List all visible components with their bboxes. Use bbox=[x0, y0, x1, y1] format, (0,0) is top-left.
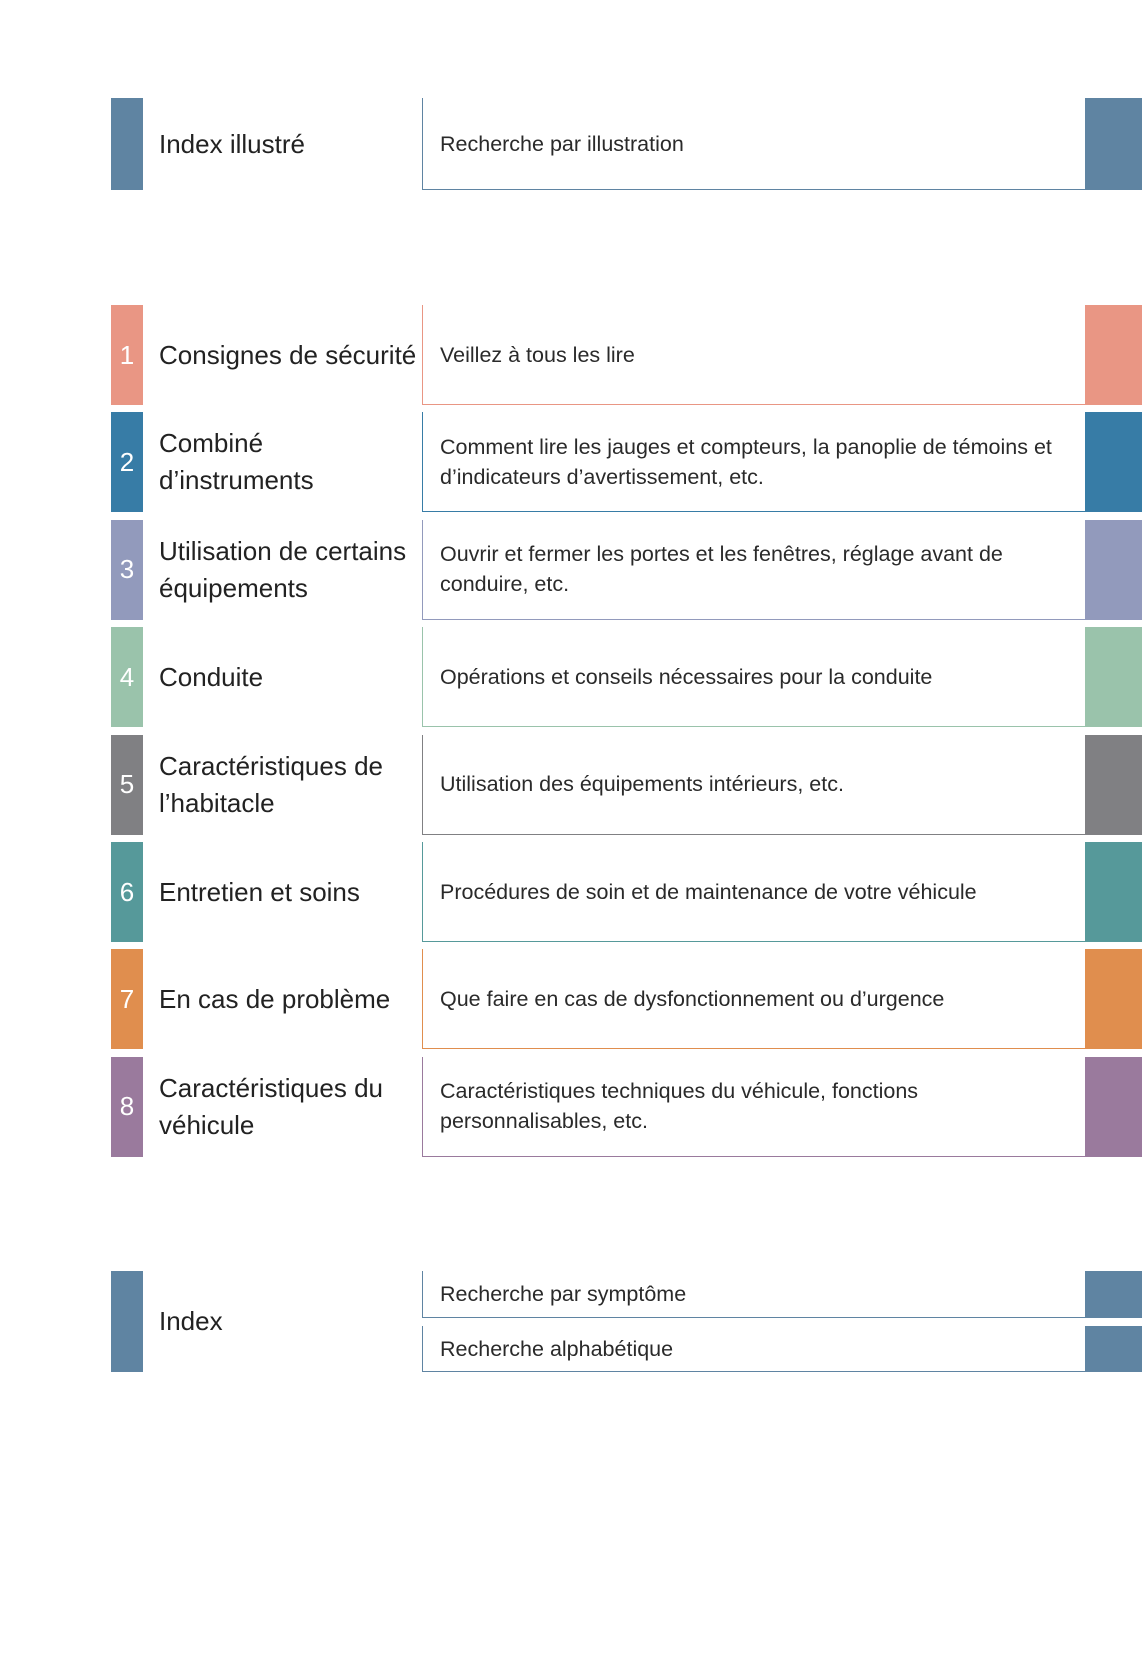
chapter-number: 3 bbox=[111, 519, 143, 620]
chapter-description[interactable]: Veillez à tous les lire bbox=[422, 305, 1085, 405]
chapter-row[interactable]: 8 Caractéristiques du véhicule Caractérist… bbox=[0, 1056, 1142, 1157]
section-title: Index bbox=[159, 1306, 223, 1336]
section-description[interactable]: Recherche par illustration bbox=[422, 98, 1085, 190]
chapter-title: Entretien et soins bbox=[159, 876, 360, 907]
thumb-tab[interactable] bbox=[1085, 734, 1142, 835]
chapter-number: 1 bbox=[111, 305, 143, 405]
index-link-symptom[interactable]: Recherche par symptôme bbox=[422, 1271, 1085, 1318]
chapter-number: 6 bbox=[111, 842, 143, 942]
chapter-number: 8 bbox=[111, 1056, 143, 1157]
chapter-description[interactable]: Caractéristiques techniques du véhicule,… bbox=[422, 1056, 1085, 1157]
chapter-number: 5 bbox=[111, 734, 143, 835]
chapter-row[interactable]: 4 Conduite Opérations et conseils nécessai… bbox=[0, 627, 1142, 728]
thumb-tab[interactable] bbox=[1085, 98, 1142, 190]
chapter-row[interactable]: 2 Combiné d’instruments Comment lire les j… bbox=[0, 412, 1142, 513]
chapter-row[interactable]: 5 Caractéristiques de l’habitacle Utilisat… bbox=[0, 734, 1142, 835]
chapter-title: Combiné d’instruments bbox=[159, 428, 314, 496]
color-tab bbox=[111, 98, 143, 190]
index-link-alphabetical[interactable]: Recherche alphabétique bbox=[422, 1326, 1085, 1372]
chapter-description[interactable]: Utilisation des équipements intérieurs, … bbox=[422, 734, 1085, 835]
chapter-row[interactable]: 6 Entretien et soins Procédures de soin et… bbox=[0, 842, 1142, 942]
color-tab bbox=[111, 1271, 143, 1372]
thumb-tab[interactable] bbox=[1085, 412, 1142, 513]
chapter-row[interactable]: 7 En cas de problème Que faire en cas de d… bbox=[0, 949, 1142, 1050]
chapter-title: En cas de problème bbox=[159, 983, 391, 1014]
chapter-title: Utilisation de certains équipements bbox=[159, 535, 407, 603]
chapter-description[interactable]: Que faire en cas de dysfonctionnement ou… bbox=[422, 949, 1085, 1050]
chapter-description[interactable]: Ouvrir et fermer les portes et les fenêt… bbox=[422, 519, 1085, 620]
thumb-tab[interactable] bbox=[1085, 842, 1142, 942]
index-row: Index Recherche par symptôme Recherche a… bbox=[0, 1271, 1142, 1372]
chapter-description[interactable]: Procédures de soin et de maintenance de … bbox=[422, 842, 1085, 942]
section-title: Index illustré bbox=[159, 128, 305, 159]
thumb-tab[interactable] bbox=[1085, 949, 1142, 1050]
chapter-title: Caractéristiques de l’habitacle bbox=[159, 750, 383, 818]
chapter-title: Caractéristiques du véhicule bbox=[159, 1072, 383, 1140]
thumb-tab[interactable] bbox=[1085, 1271, 1142, 1318]
thumb-tab[interactable] bbox=[1085, 305, 1142, 405]
thumb-tab[interactable] bbox=[1085, 627, 1142, 728]
thumb-tab[interactable] bbox=[1085, 1326, 1142, 1372]
chapter-title: Conduite bbox=[159, 661, 264, 692]
thumb-tab[interactable] bbox=[1085, 519, 1142, 620]
chapter-row[interactable]: 1 Consignes de sécurité Veillez à tous les… bbox=[0, 305, 1142, 405]
chapter-description[interactable]: Opérations et conseils nécessaires pour … bbox=[422, 627, 1085, 728]
chapter-number: 2 bbox=[111, 412, 143, 513]
chapter-number: 7 bbox=[111, 949, 143, 1050]
chapter-row[interactable]: 3 Utilisation de certains équipements Ouvr… bbox=[0, 519, 1142, 620]
chapter-number: 4 bbox=[111, 627, 143, 728]
chapter-title: Consignes de sécurité bbox=[159, 339, 417, 370]
illustrated-index-row[interactable]: Index illustré Recherche par illustratio… bbox=[0, 98, 1142, 190]
thumb-tab[interactable] bbox=[1085, 1056, 1142, 1157]
chapter-description[interactable]: Comment lire les jauges et compteurs, la… bbox=[422, 412, 1085, 513]
